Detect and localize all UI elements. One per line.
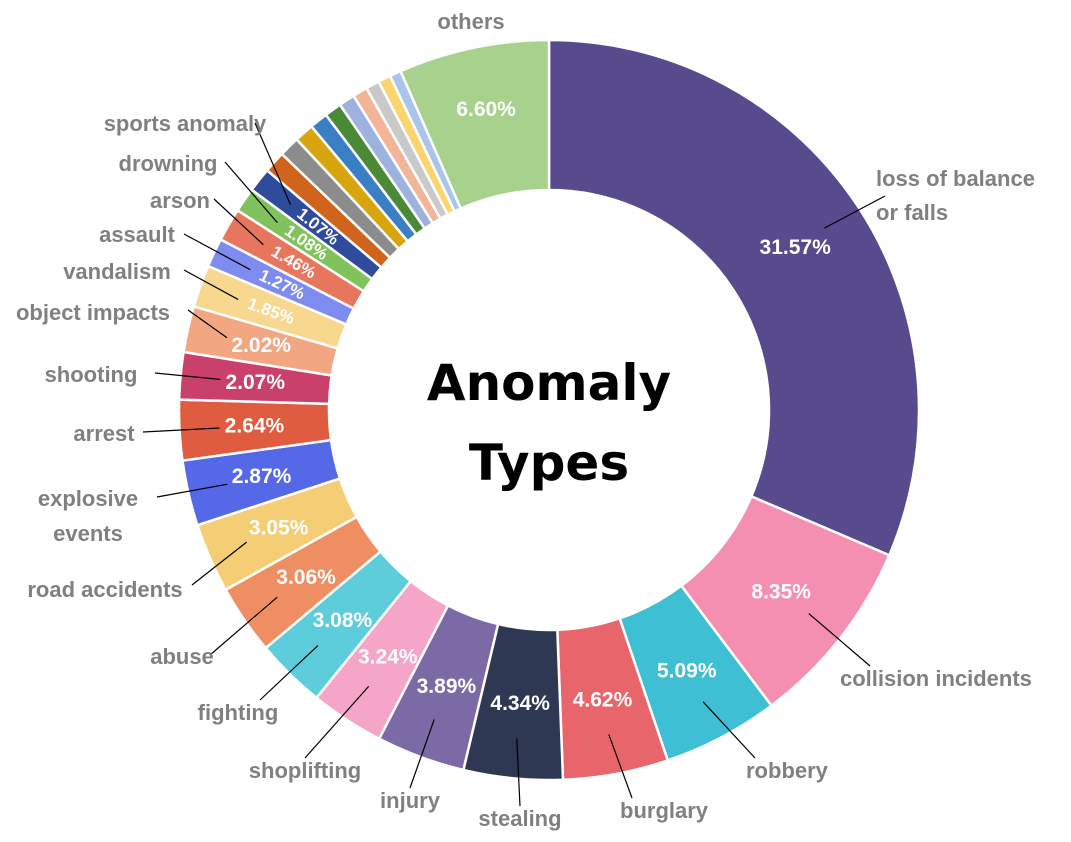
category-label-drowning: drowning	[119, 151, 218, 176]
pct-label-shoplifting: 3.24%	[358, 646, 418, 669]
category-label-abuse: abuse	[150, 644, 214, 669]
leader-abuse	[209, 596, 278, 656]
category-labels: loss of balance or falls collision inciden…	[16, 9, 1035, 831]
category-label-arson: arson	[150, 188, 210, 213]
pct-label-arrest: 2.64%	[225, 415, 285, 438]
pct-label-stealing: 4.34%	[490, 692, 550, 715]
label-leader-lines	[142, 122, 886, 807]
pct-label-collision-incidents: 8.35%	[751, 580, 811, 603]
slice-loss-of-balance-or-falls	[547, 38, 921, 557]
leader-arrest	[142, 427, 220, 433]
category-label-injury: injury	[380, 788, 441, 813]
pct-label-loss-of-balance-or-falls: 31.57%	[760, 236, 832, 259]
leader-stealing	[516, 738, 521, 807]
donut-slices	[177, 38, 921, 782]
category-label-assault: assault	[99, 222, 175, 247]
leader-object-impacts	[187, 309, 228, 339]
pct-label-object-impacts: 2.02%	[231, 334, 291, 357]
leader-sports-anomaly	[254, 122, 292, 206]
category-label-collision-incidents: collision incidents	[840, 666, 1032, 691]
category-label-arrest: arrest	[73, 421, 135, 446]
category-label-others: others	[437, 9, 504, 34]
leader-vandalism	[183, 269, 239, 300]
pct-label-robbery: 5.09%	[657, 659, 717, 682]
pct-label-shooting: 2.07%	[225, 371, 285, 394]
leader-loss-of-balance-or-falls	[824, 195, 886, 229]
category-label-sports-anomaly: sports anomaly	[104, 111, 267, 136]
category-label-vandalism: vandalism	[63, 259, 171, 284]
category-label-shooting: shooting	[45, 362, 138, 387]
pct-label-road-accidents: 3.05%	[249, 517, 309, 540]
pct-label-abuse: 3.06%	[276, 566, 336, 589]
leader-explosive-events	[156, 483, 228, 498]
chart-title: Anomaly Types	[427, 354, 671, 492]
leader-assault	[183, 233, 251, 271]
leader-arson	[213, 198, 264, 246]
leader-road-accidents	[191, 541, 247, 586]
category-label-loss-of-balance-or-falls: loss of balance or falls	[876, 166, 1035, 225]
pct-label-fighting: 3.08%	[313, 609, 373, 632]
leader-robbery	[702, 701, 756, 759]
leader-drowning	[224, 161, 278, 223]
pct-label-others: 6.60%	[456, 98, 516, 121]
leader-burglary	[608, 734, 633, 799]
category-label-stealing: stealing	[478, 806, 561, 831]
category-label-object-impacts: object impacts	[16, 300, 170, 325]
pct-label-explosive-events: 2.87%	[232, 465, 292, 488]
category-label-robbery: robbery	[746, 758, 829, 783]
category-label-burglary: burglary	[620, 798, 709, 823]
leader-shoplifting	[304, 685, 370, 759]
leader-collision-incidents	[808, 613, 871, 667]
pct-label-injury: 3.89%	[417, 675, 477, 698]
category-label-road-accidents: road accidents	[27, 577, 182, 602]
slice-others	[398, 38, 551, 211]
category-label-fighting: fighting	[198, 700, 279, 725]
leader-injury	[409, 719, 435, 789]
category-label-shoplifting: shoplifting	[249, 758, 361, 783]
leader-fighting	[259, 645, 319, 701]
category-label-explosive-events: explosive events	[38, 486, 138, 546]
leader-shooting	[154, 372, 221, 381]
pct-label-burglary: 4.62%	[573, 689, 633, 712]
